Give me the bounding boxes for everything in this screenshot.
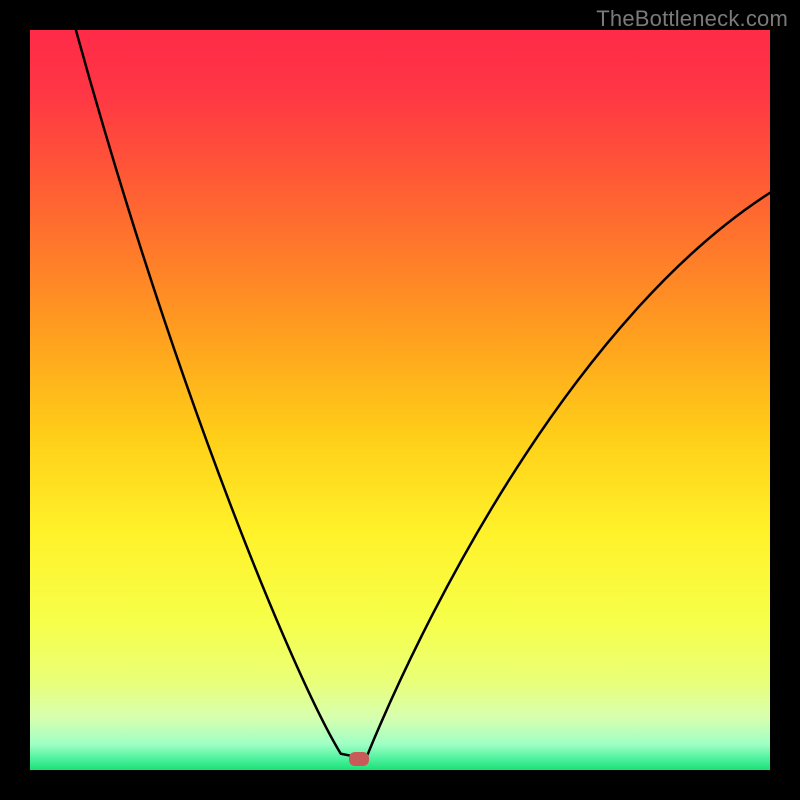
plot-area (30, 30, 770, 770)
watermark-text: TheBottleneck.com (596, 6, 788, 32)
bottleneck-curve (30, 30, 770, 770)
curve-path (76, 30, 770, 757)
chart-frame: TheBottleneck.com (0, 0, 800, 800)
optimal-point-marker (349, 752, 369, 766)
